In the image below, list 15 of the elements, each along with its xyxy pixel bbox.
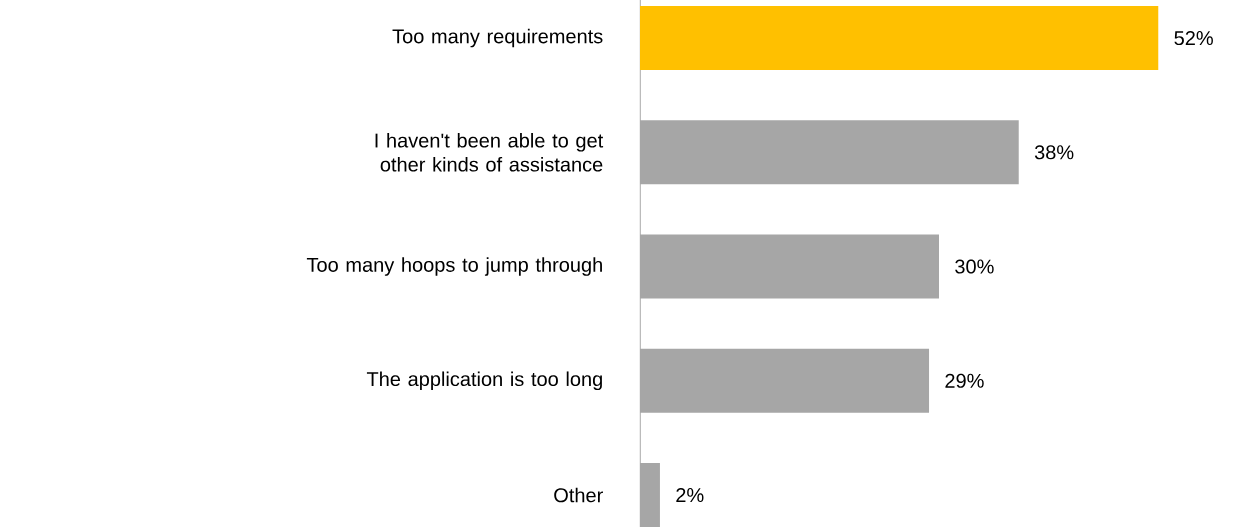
data-label: 2% xyxy=(676,487,704,503)
bar xyxy=(640,6,1159,71)
data-label: 29% xyxy=(945,373,984,388)
bar xyxy=(640,463,660,527)
bar xyxy=(640,234,939,299)
bar xyxy=(640,120,1019,185)
y-tick-label: Other xyxy=(554,487,603,503)
data-label: 52% xyxy=(1174,30,1213,46)
y-tick-label: Too many requirements xyxy=(392,28,603,48)
data-label: 38% xyxy=(1034,145,1074,160)
bar xyxy=(640,348,930,413)
y-tick-label: I haven't been able to get other kinds of assistance xyxy=(375,132,604,172)
data-label: 30% xyxy=(955,259,994,274)
y-tick-label: Too many hoops to jump through xyxy=(306,257,602,276)
y-tick-label: The application is too long xyxy=(366,371,602,391)
